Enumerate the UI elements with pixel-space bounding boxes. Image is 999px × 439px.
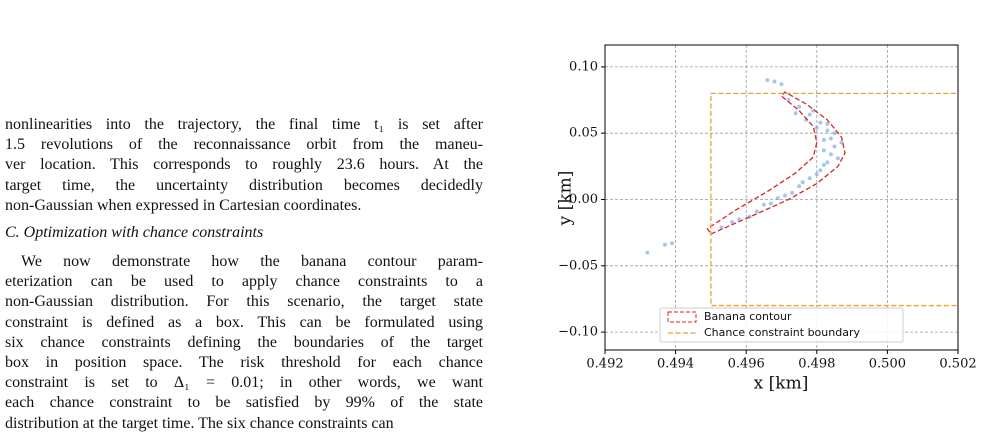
text-line: constraint is set to Δ₁ = 0.01; in other… [5, 374, 483, 392]
sample-point [786, 98, 791, 103]
sample-point [761, 202, 766, 207]
y-tick-label: 0.00 [569, 192, 598, 207]
sample-point [765, 78, 770, 83]
text-line: target time, the uncertainty distributio… [5, 176, 483, 194]
sample-point [807, 176, 812, 181]
sample-point [800, 180, 805, 185]
sample-point [768, 201, 773, 206]
sample-point [814, 125, 819, 130]
sample-point [818, 168, 823, 173]
y-tick-label: 0.05 [569, 126, 598, 141]
sample-point [814, 172, 819, 177]
sample-point [754, 209, 759, 214]
sample-point [835, 156, 840, 161]
sample-point [775, 196, 780, 201]
text-line: box in position space. The risk threshol… [5, 354, 483, 371]
text-line: eterization can be used to apply chance … [5, 273, 483, 291]
sample-point [818, 120, 823, 125]
sample-point [797, 184, 802, 189]
sample-point [719, 225, 724, 230]
sample-point [772, 79, 777, 84]
text-line: distribution at the target time. The six… [5, 414, 394, 432]
sample-point [783, 193, 788, 198]
text-line: C. Optimization with chance constraints [5, 224, 264, 241]
legend-box [659, 307, 904, 343]
sample-point [807, 112, 812, 117]
sample-point [737, 217, 742, 222]
x-tick-label: 0.500 [869, 357, 906, 372]
sample-point [825, 160, 830, 165]
sample-point [645, 250, 650, 255]
sample-point [779, 82, 784, 87]
y-tick-label: −0.05 [558, 258, 598, 273]
sample-point [793, 111, 798, 116]
legend-swatch [667, 311, 697, 323]
sample-point [730, 220, 735, 225]
sample-point [828, 136, 833, 141]
x-tick-label: 0.496 [728, 357, 765, 372]
x-tick-label: 0.494 [657, 357, 694, 372]
text-line: non-Gaussian distribution. For this scen… [5, 293, 483, 311]
x-tick-label: 0.498 [798, 357, 835, 372]
x-tick-label: 0.492 [586, 357, 623, 372]
text-line: non-Gaussian when expressed in Cartesian… [5, 196, 362, 214]
sample-point [828, 152, 833, 157]
x-tick-label: 0.502 [939, 357, 976, 372]
text-line: six chance constraints defining the boun… [5, 333, 483, 351]
sample-point [832, 144, 837, 149]
sample-point [797, 104, 802, 109]
sample-point [663, 242, 668, 247]
sample-point [670, 241, 675, 246]
text-line: nonlinearities into the trajectory, the … [5, 116, 483, 133]
text-line: We now demonstrate how the banana contou… [21, 253, 483, 270]
sample-point [790, 190, 795, 195]
text-line: each chance constraint to be satisfied b… [5, 394, 483, 412]
text-line: ver location. This corresponds to roughl… [5, 156, 483, 174]
legend-label: Banana contour [704, 310, 792, 323]
plot-area [645, 78, 958, 307]
sample-point [832, 131, 837, 136]
y-axis-label: y [km] [556, 171, 576, 227]
grid [604, 45, 959, 350]
x-axis-label: x [km] [754, 374, 809, 394]
sample-point [821, 163, 826, 168]
sample-point [821, 137, 826, 142]
axes-frame [604, 44, 959, 351]
text-line: 1.5 revolutions of the reconnaissance or… [5, 136, 483, 154]
legend-label: Chance constraint boundary [704, 326, 860, 339]
y-tick-label: −0.10 [558, 325, 598, 340]
sample-point [825, 128, 830, 133]
text-line: constraint is defined as a box. This can… [5, 313, 483, 331]
y-tick-label: 0.10 [569, 59, 598, 74]
sample-point [821, 148, 826, 153]
sample-point [825, 121, 830, 126]
series-line [706, 91, 846, 235]
